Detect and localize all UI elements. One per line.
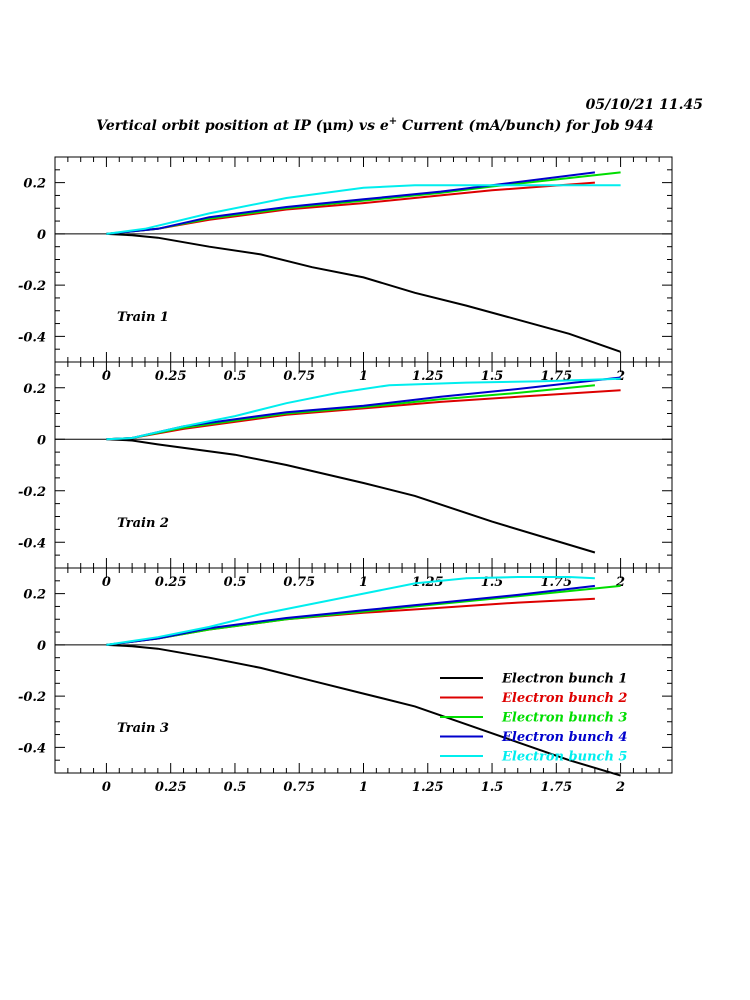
x-tick-label: 0: [102, 575, 111, 590]
series-lines: [106, 376, 621, 554]
series-line-bunch-1: [106, 643, 621, 777]
series-line-bunch-5: [106, 576, 595, 646]
x-tick-label: 2: [615, 575, 625, 590]
x-tick-label: 0.75: [283, 369, 315, 384]
series-line-bunch-3: [106, 384, 595, 441]
title-suffix: Current (mA/bunch) for Job 944: [397, 118, 654, 134]
timestamp: 05/10/21 11.45: [586, 97, 703, 113]
y-tick-label: 0.2: [23, 177, 46, 192]
series-line-bunch-1: [106, 438, 596, 554]
y-tick-label: -0.2: [18, 690, 46, 705]
train-label: Train 2: [117, 516, 169, 531]
panels: 0 0.25 0.5 0.75 1 1.25 1.5 1.75 2 0.2 0 -0.2 -0.4 Tra…: [18, 156, 673, 795]
axis-ticks: [54, 156, 673, 363]
y-tick-label: -0.2: [18, 485, 46, 500]
title-sup: +: [389, 116, 397, 127]
train-panel-1: 0 0.25 0.5 0.75 1 1.25 1.5 1.75 20.20-0.2-0.4Tra…: [18, 156, 673, 384]
x-tick-label: 1.25: [412, 780, 444, 795]
x-tick-label: 0.75: [283, 780, 315, 795]
x-tick-label: 1: [359, 369, 368, 384]
x-tick-label: 1.75: [540, 575, 572, 590]
series-lines: [106, 171, 621, 353]
x-tick-label: 2: [615, 369, 625, 384]
title-prefix: Vertical orbit position at IP (: [96, 118, 323, 134]
x-tick-label: 1.75: [540, 780, 572, 795]
x-tick-label: 0.25: [155, 575, 187, 590]
legend-label: Electron bunch 2: [501, 691, 627, 706]
series-line-bunch-5: [106, 377, 621, 441]
y-tick-label: 0: [37, 228, 46, 243]
x-tick-label: 1.5: [481, 780, 504, 795]
title-mu: μ: [322, 118, 332, 134]
y-tick-label: -0.4: [18, 741, 46, 756]
legend-label: Electron bunch 1: [501, 672, 627, 687]
series-line-bunch-5: [106, 184, 621, 235]
x-tick-label: 1.5: [481, 369, 504, 384]
y-tick-label: 0.2: [23, 382, 46, 397]
x-tick-label: 1: [359, 780, 368, 795]
y-tick-label: -0.4: [18, 536, 46, 551]
x-tick-label: 0.5: [224, 369, 247, 384]
x-tick-label: 0.25: [155, 369, 187, 384]
y-tick-label: -0.2: [18, 279, 46, 294]
legend-label: Electron bunch 4: [501, 730, 627, 745]
series-lines: [106, 576, 621, 777]
axis-ticks: [54, 567, 673, 774]
x-tick-label: 0.75: [283, 575, 315, 590]
axis-ticks: [54, 361, 673, 569]
series-line-bunch-2: [106, 389, 621, 441]
legend-label: Electron bunch 5: [501, 750, 627, 765]
train-panel-2: 0 0.25 0.5 0.75 1 1.25 1.5 1.75 2 0.2 0 -0.2 -0.4 Tra…: [18, 361, 673, 590]
chart-title: Vertical orbit position at IP (μm) vs e+…: [96, 116, 653, 134]
y-tick-label: 0.2: [23, 588, 46, 603]
x-tick-label: 0.25: [155, 780, 187, 795]
train-panel-3: 0 0.25 0.5 0.75 1 1.25 1.5 1.75 2 0.2 0 -0.2 -0.4 Tra…: [18, 567, 673, 795]
x-tick-label: 0.5: [224, 575, 247, 590]
x-tick-label: 0: [102, 780, 111, 795]
y-tick-label: -0.4: [18, 330, 46, 345]
legend: Electron bunch 1 Electron bunch 2 Electron…: [440, 672, 627, 765]
series-line-bunch-4: [106, 171, 596, 235]
series-line-bunch-3: [106, 584, 621, 646]
y-tick-label: 0: [37, 639, 46, 654]
train-label: Train 1: [117, 310, 169, 325]
series-line-bunch-2: [106, 597, 595, 646]
x-tick-label: 1: [359, 575, 368, 590]
x-tick-label: 0.5: [224, 780, 247, 795]
title-mid: m) vs e: [333, 118, 389, 134]
x-tick-label: 1.25: [412, 369, 444, 384]
x-tick-label: 2: [615, 780, 625, 795]
legend-label: Electron bunch 3: [501, 711, 627, 726]
series-line-bunch-4: [106, 584, 596, 646]
y-tick-label: 0: [37, 433, 46, 448]
train-label: Train 3: [117, 721, 169, 736]
series-line-bunch-1: [106, 232, 621, 353]
x-tick-label: 0: [102, 369, 111, 384]
